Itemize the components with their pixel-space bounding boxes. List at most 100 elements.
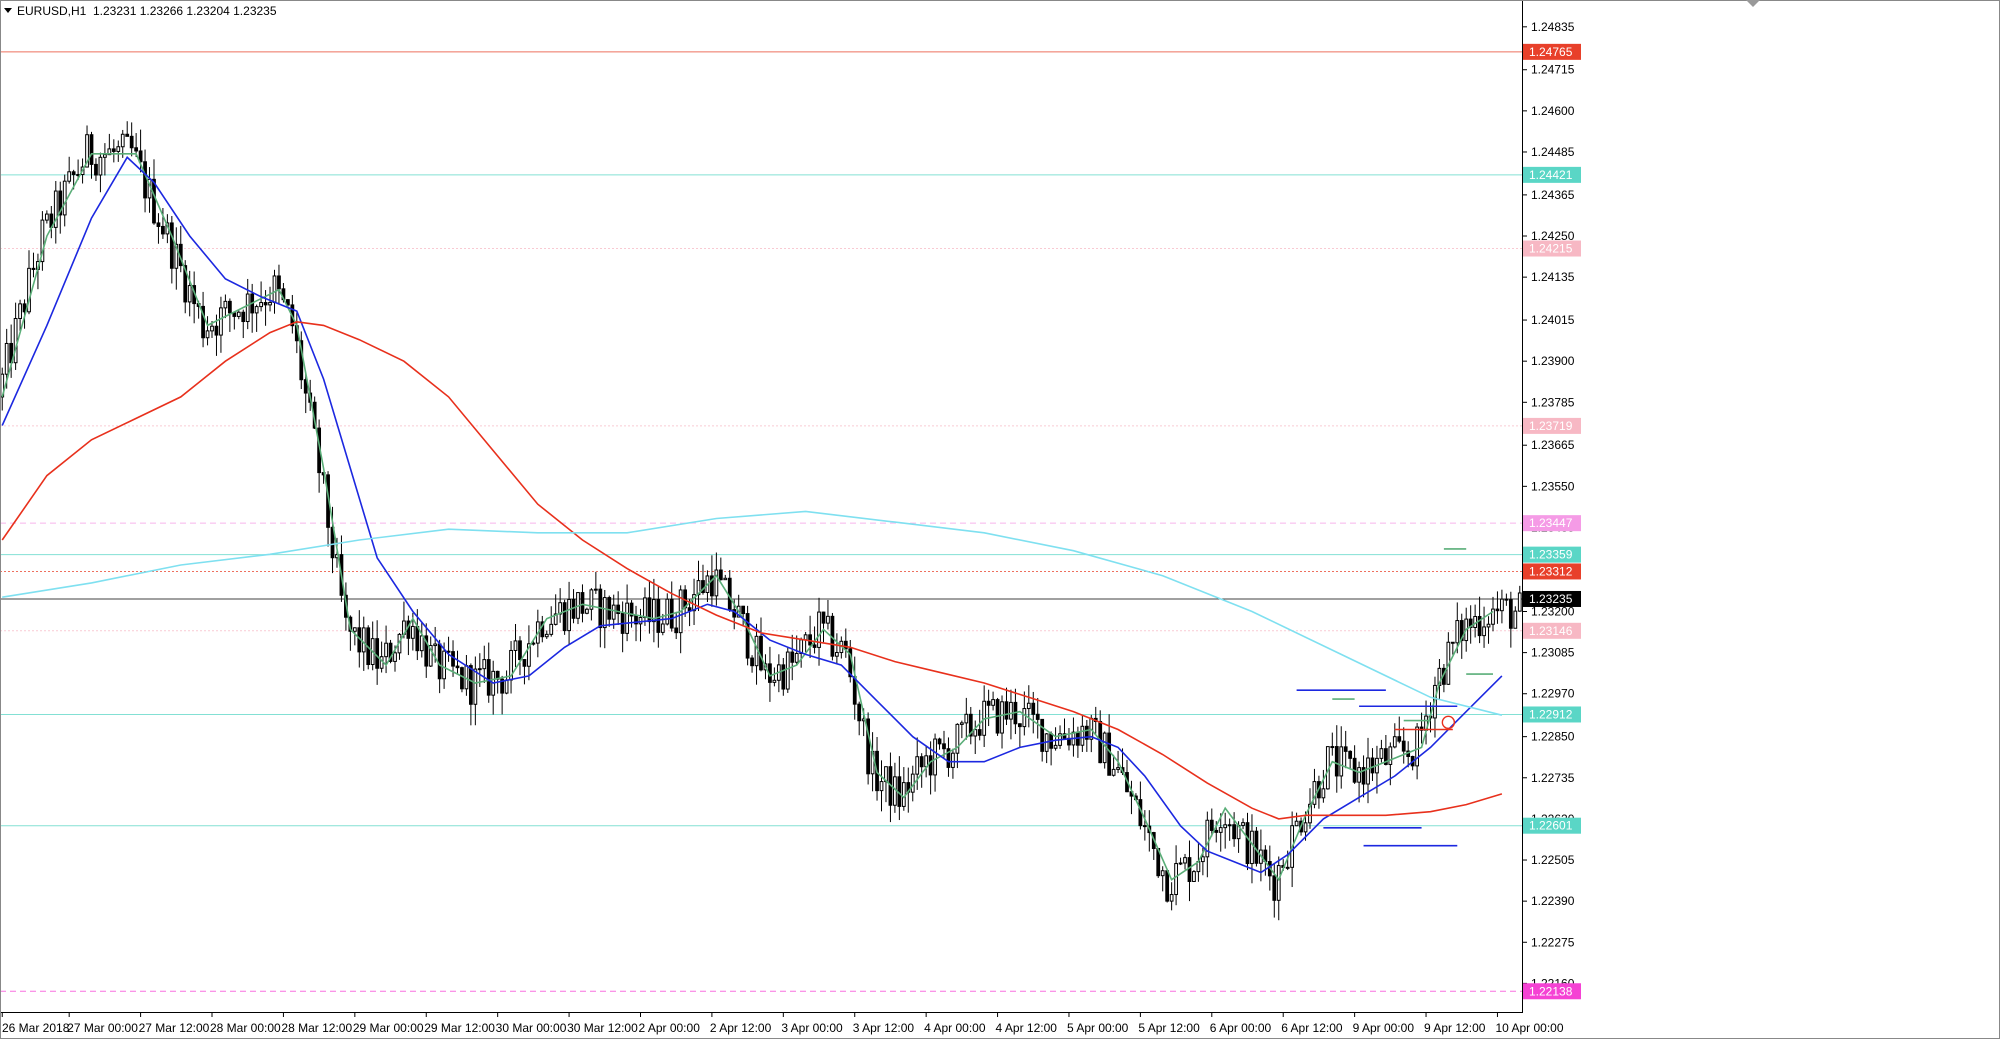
price-level-badge[interactable]: 1.22138 <box>1523 983 1581 1000</box>
candle <box>982 685 987 747</box>
candle <box>1276 856 1281 921</box>
candle <box>866 712 871 785</box>
candle <box>1424 700 1428 745</box>
ma-series-4 <box>2 510 1503 716</box>
candle <box>1026 685 1031 728</box>
candle <box>1272 863 1277 918</box>
candle <box>1053 727 1058 751</box>
candle <box>1080 715 1085 752</box>
candle <box>1330 732 1335 756</box>
candle <box>169 216 174 284</box>
x-tick-label: 28 Mar 00:00 <box>210 1021 281 1035</box>
candle <box>518 636 522 676</box>
candle <box>375 620 380 685</box>
price-level-badge[interactable]: 1.23146 <box>1523 622 1581 639</box>
candle <box>1209 808 1214 837</box>
candle <box>446 636 451 662</box>
candle <box>1227 818 1232 841</box>
candle <box>665 593 670 626</box>
candle <box>593 571 598 594</box>
candle <box>576 592 580 625</box>
candle <box>1419 712 1424 744</box>
price-level-badge[interactable]: 1.23235 <box>1523 590 1581 607</box>
candle <box>808 615 812 659</box>
price-level-badge[interactable]: 1.23719 <box>1523 417 1581 434</box>
candle <box>1111 754 1116 777</box>
price-level-badge[interactable]: 1.22912 <box>1523 706 1581 723</box>
price-level-badge-label: 1.23359 <box>1529 548 1573 562</box>
candle <box>27 250 31 315</box>
shift-marker-icon[interactable] <box>1746 0 1760 7</box>
candle <box>750 655 754 673</box>
candle <box>201 291 205 348</box>
candle <box>223 294 228 319</box>
candle <box>18 299 22 331</box>
candle <box>40 211 45 271</box>
candle <box>1178 857 1183 866</box>
candle <box>959 720 964 739</box>
candle <box>803 631 808 653</box>
candle <box>379 641 384 673</box>
plot-frame <box>0 0 1523 1013</box>
candle <box>107 133 112 156</box>
price-level-badge[interactable]: 1.22601 <box>1523 817 1581 834</box>
x-tick-label: 29 Mar 00:00 <box>353 1021 424 1035</box>
candle <box>1044 733 1049 764</box>
triangle-down-icon[interactable] <box>4 8 12 13</box>
candle <box>812 626 817 654</box>
candle <box>49 205 54 239</box>
candle <box>352 627 357 646</box>
candle <box>1232 812 1236 847</box>
candle <box>1089 714 1094 753</box>
candle <box>509 641 513 694</box>
annotation-circle[interactable] <box>1441 715 1456 730</box>
price-level-badge[interactable]: 1.24421 <box>1523 166 1581 183</box>
candle <box>1343 730 1348 769</box>
y-tick-label: 1.24015 <box>1531 313 1575 327</box>
candle <box>692 578 696 625</box>
candle <box>1321 769 1326 803</box>
candle <box>187 270 192 317</box>
candle <box>772 667 777 687</box>
candle <box>103 143 107 176</box>
candle <box>821 611 826 643</box>
candle <box>464 655 469 696</box>
candle <box>13 302 18 370</box>
candle <box>460 666 464 693</box>
candle <box>491 660 496 715</box>
candle <box>111 139 116 163</box>
candle <box>884 766 888 803</box>
candle <box>1049 731 1054 766</box>
price-level-badge-label: 1.22912 <box>1529 707 1573 721</box>
candle <box>1017 723 1022 748</box>
price-level-badge[interactable]: 1.23359 <box>1523 546 1581 563</box>
candle <box>1513 606 1518 629</box>
candle <box>1357 761 1361 803</box>
candle <box>567 581 571 645</box>
candle <box>44 210 49 224</box>
candle <box>745 605 750 666</box>
ma-series-2 <box>1 156 1503 874</box>
candle <box>549 606 554 637</box>
y-tick-label: 1.22505 <box>1531 853 1575 867</box>
candle <box>669 581 674 632</box>
price-level-badge[interactable]: 1.23447 <box>1523 515 1581 532</box>
candle <box>98 152 103 193</box>
price-level-badge[interactable]: 1.24215 <box>1523 240 1581 257</box>
candle <box>1379 739 1384 763</box>
candle <box>152 159 156 225</box>
candle <box>781 657 786 696</box>
price-level-badge[interactable]: 1.24765 <box>1523 43 1581 60</box>
candle <box>790 634 795 681</box>
candle <box>1468 605 1473 644</box>
candle <box>651 578 656 643</box>
ohlc-label: 1.23231 1.23266 1.23204 1.23235 <box>93 4 277 18</box>
price-level-badge[interactable]: 1.23312 <box>1523 563 1581 580</box>
candle <box>919 753 924 788</box>
candle <box>1495 591 1500 624</box>
candle <box>406 615 411 656</box>
candle <box>951 748 955 779</box>
candle <box>991 691 995 711</box>
